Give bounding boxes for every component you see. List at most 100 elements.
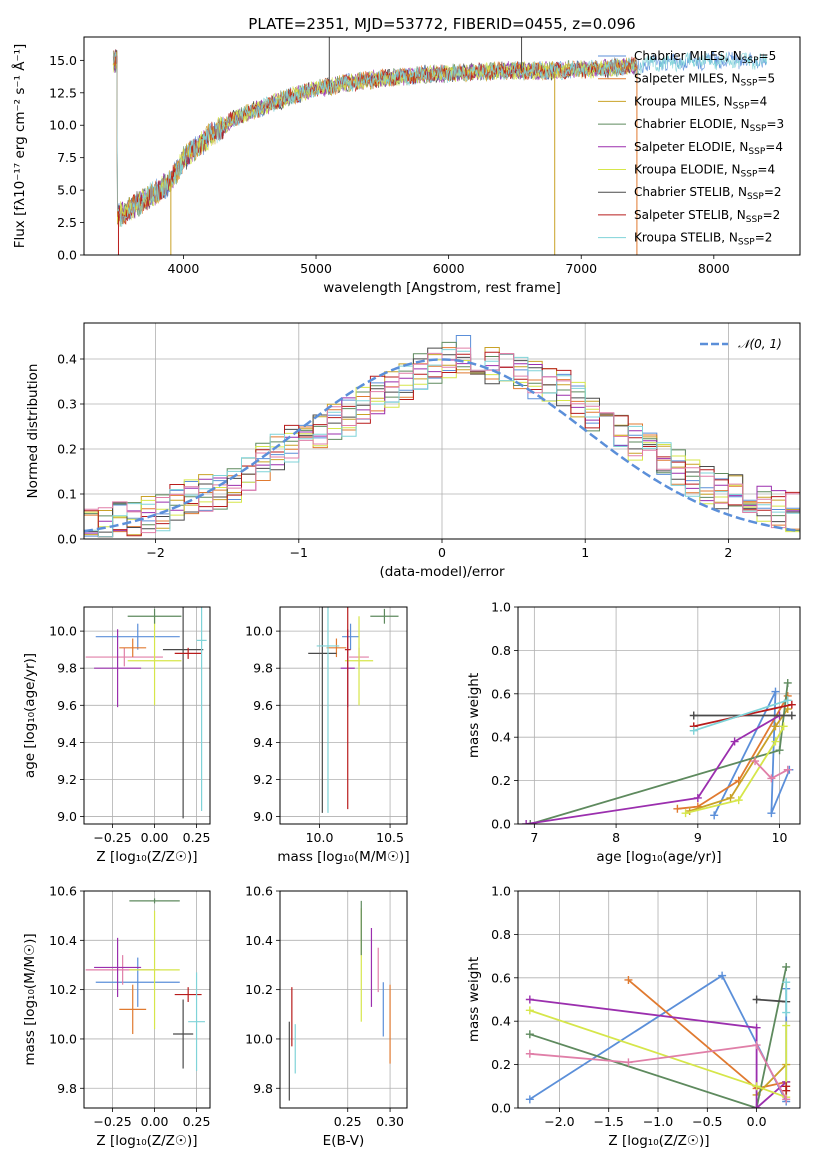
legend-label: Salpeter STELIB, NSSP=2 — [634, 208, 780, 225]
legend-value: =2 — [755, 231, 773, 245]
error-bar-point — [344, 616, 374, 706]
y-tick-label: 10.0 — [245, 624, 273, 639]
weight-line — [693, 699, 788, 732]
weight-series — [782, 1082, 791, 1095]
weight-marker — [782, 1082, 791, 1091]
y-tick-label: 10.0 — [49, 1031, 77, 1046]
legend-value: =5 — [757, 72, 775, 86]
weight-marker — [782, 962, 791, 971]
legend-label: Kroupa STELIB, NSSP=2 — [634, 231, 772, 248]
weight-marker — [779, 722, 788, 731]
weight-marker — [771, 722, 780, 731]
legend-value: =4 — [765, 140, 783, 154]
panel-mass_vs_Z: −0.25 0.00 0.25 9.8 10.0 10.2 10.4 10.6 Z [log₁₀… — [22, 884, 211, 1149]
error-bar-point — [370, 608, 399, 624]
y-tick-label: 15.0 — [49, 53, 77, 68]
x-tick-label: −1.0 — [643, 1114, 673, 1129]
legend-sub: SSP — [733, 101, 750, 111]
y-tick-label: 9.8 — [57, 661, 77, 676]
weight-series — [681, 722, 788, 818]
legend-sub: SSP — [750, 124, 767, 134]
weight-series — [525, 1041, 791, 1104]
legend-text: Salpeter STELIB, N — [634, 208, 746, 222]
y-tick-label: 0.0 — [57, 532, 77, 547]
legend-sub: SSP — [741, 79, 758, 89]
x-tick-label: 7 — [530, 830, 538, 845]
x-tick-label: 0.25 — [334, 1114, 362, 1129]
y-tick-label: 0.8 — [491, 643, 511, 658]
weight-series — [752, 995, 791, 1006]
x-tick-label: 10.0 — [306, 830, 334, 845]
weight-line — [529, 1044, 787, 1100]
weight-series — [526, 678, 792, 824]
axes-frame — [517, 606, 801, 825]
histogram-series — [84, 351, 800, 538]
y-tick-label: 0.1 — [57, 487, 77, 502]
y-tick-label: 0.0 — [491, 1101, 511, 1116]
y-tick-label: 0.2 — [57, 442, 77, 457]
weight-marker — [752, 1041, 761, 1050]
legend-label: Salpeter MILES, NSSP=5 — [634, 72, 775, 89]
x-tick-label: 0.0 — [747, 1114, 767, 1129]
y-axis-label: mass weight — [466, 957, 482, 1042]
y-tick-label: 10.6 — [245, 884, 273, 899]
weight-marker — [752, 1104, 761, 1108]
axes-frame — [279, 890, 408, 1109]
weight-marker — [787, 711, 796, 720]
legend-label: Kroupa MILES, NSSP=4 — [634, 94, 767, 111]
weight-marker — [525, 1006, 534, 1015]
axes-frame — [83, 606, 211, 825]
weight-series — [522, 711, 784, 824]
y-tick-label: 9.0 — [253, 809, 273, 824]
legend-value: =2 — [763, 208, 781, 222]
legend-label: Chabrier MILES, NSSP=5 — [634, 49, 776, 66]
error-bar-point — [95, 623, 180, 650]
error-bar-point — [127, 616, 182, 706]
error-bar-point — [129, 910, 180, 1030]
x-tick-label: 0.25 — [183, 830, 211, 845]
panel-massweight_vs_Z: −2.0 −1.5 −1.0 −0.5 0.0 0.0 0.2 0.4 0.6 0.8 1.0 Z [… — [466, 884, 801, 1149]
x-axis-label: mass [log₁₀(M/M☉)] — [277, 849, 409, 865]
x-tick-label: 7000 — [565, 261, 597, 276]
x-axis-label: Z [log₁₀(Z/Z☉)] — [96, 849, 197, 865]
y-tick-label: 1.0 — [491, 600, 511, 615]
x-tick-label: 0.30 — [376, 1114, 404, 1129]
weight-marker — [730, 737, 739, 746]
error-bar-point — [316, 607, 340, 813]
legend-text: Kroupa MILES, N — [634, 94, 733, 108]
legend-sub: SSP — [748, 147, 765, 157]
panel-residuals: −2 −1 0 1 2 0.0 0.1 0.2 0.3 0.4 (data-model)/error… — [25, 322, 801, 580]
error-bar-point — [308, 607, 337, 813]
weight-marker — [681, 809, 690, 818]
chart-title: PLATE=2351, MJD=53772, FIBERID=0455, z=0… — [248, 15, 635, 33]
y-tick-label: 0.6 — [491, 686, 511, 701]
weight-marker — [775, 746, 784, 755]
legend-label: 𝒩(0, 1) — [738, 337, 782, 351]
weight-marker — [767, 774, 776, 783]
plot-area — [288, 900, 391, 1101]
plot-area — [525, 962, 791, 1108]
y-tick-label: 0.4 — [491, 730, 511, 745]
y-tick-label: 10.4 — [49, 933, 77, 948]
y-axis-label: Flux [fλ10⁻¹⁷ erg cm⁻² s⁻¹ Å⁻¹] — [11, 44, 28, 249]
weight-marker — [525, 1030, 534, 1039]
weight-marker — [710, 811, 719, 820]
x-tick-label: 1 — [581, 545, 589, 560]
weight-marker — [734, 796, 743, 805]
weight-marker — [783, 696, 792, 705]
y-tick-label: 9.0 — [57, 809, 77, 824]
weight-marker — [771, 737, 780, 746]
weight-line — [689, 708, 789, 812]
y-tick-label: 9.8 — [253, 661, 273, 676]
x-tick-label: 5000 — [300, 261, 332, 276]
y-tick-label: 0.6 — [491, 970, 511, 985]
y-tick-label: 10.2 — [49, 982, 77, 997]
y-tick-label: 0.4 — [57, 352, 77, 367]
y-tick-label: 0.3 — [57, 397, 77, 412]
panel-age_vs_Z: −0.25 0.00 0.25 9.0 9.2 9.4 9.6 9.8 10.0 Z [log₁₀… — [22, 606, 211, 865]
x-tick-label: 6000 — [433, 261, 465, 276]
y-tick-label: 9.8 — [253, 1081, 273, 1096]
legend-text: Chabrier STELIB, N — [634, 185, 747, 199]
legend-value: =4 — [757, 163, 775, 177]
